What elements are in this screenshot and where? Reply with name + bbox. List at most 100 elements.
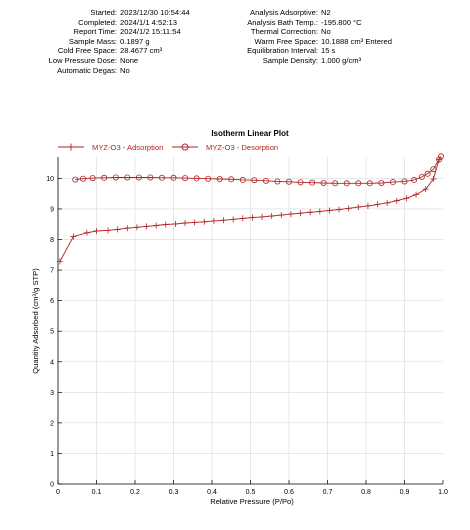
y-tick-label: 4 (50, 359, 54, 366)
y-tick-label: 6 (50, 298, 54, 305)
adsorption-point (172, 220, 179, 227)
grid-lines (58, 157, 443, 484)
desorption-point (251, 177, 258, 184)
adsorption-point (326, 207, 333, 214)
desorption-point (285, 178, 292, 185)
x-tick-label: 0.5 (246, 489, 256, 496)
adsorption-point (153, 222, 160, 229)
x-tick-label: 0.3 (169, 489, 179, 496)
info-label: Low Pressure Dose: (48, 55, 117, 65)
adsorption-point (143, 223, 150, 230)
info-row: Report Time: 2024/1/2 15:11:54 (0, 27, 190, 37)
y-axis-ticks: 0 1 2 3 4 5 6 7 8 9 10 (46, 176, 62, 489)
info-value: 2024/1/1 4:52:13 (120, 17, 178, 27)
desorption-point (366, 180, 373, 187)
adsorption-point (133, 224, 140, 231)
desorption-point (430, 166, 437, 173)
info-value: No (321, 27, 331, 37)
desorption-point (124, 174, 131, 181)
legend-desorption-label: MYZ-O3 - Desorption (206, 143, 278, 152)
desorption-point (89, 175, 96, 182)
desorption-point (158, 174, 165, 181)
info-label: Report Time: (73, 27, 117, 37)
y-tick-label: 3 (50, 390, 54, 397)
info-label: Started: (90, 8, 117, 17)
sample-info-right: Analysis Adsorptive: N2 Analysis Bath Temp… (180, 8, 392, 66)
x-tick-label: 0.6 (284, 489, 294, 496)
adsorption-point (268, 212, 275, 219)
desorption-point (378, 179, 385, 186)
adsorption-point (182, 220, 189, 227)
adsorption-point (70, 233, 77, 240)
y-axis-label: Quantity Adsorbed (cm³/g STP) (31, 268, 40, 374)
x-tick-label: 0.7 (323, 489, 333, 496)
y-tick-label: 1 (50, 451, 54, 458)
info-label: Thermal Correction: (250, 27, 318, 37)
legend-adsorption-label: MYZ-O3 - Adsorption (92, 143, 163, 152)
chart-title: Isotherm Linear Plot (211, 129, 289, 138)
adsorption-point (413, 191, 420, 198)
adsorption-point (297, 210, 304, 217)
info-value: 1.000 g/cm³ (321, 55, 362, 65)
info-label: Sample Mass: (68, 36, 117, 46)
info-value: 2023/12/30 10:54:44 (120, 8, 190, 17)
adsorption-point (249, 214, 256, 221)
desorption-point (101, 174, 108, 181)
desorption-point (436, 156, 443, 163)
info-label: Warm Free Space: (254, 36, 318, 46)
adsorption-point (316, 208, 323, 215)
adsorption-point (384, 199, 391, 206)
x-tick-label: 0.8 (361, 489, 371, 496)
desorption-point (216, 176, 223, 183)
x-tick-label: 0.9 (400, 489, 410, 496)
desorption-point (72, 176, 79, 183)
info-value: 28.4677 cm³ (120, 46, 163, 56)
info-row: Cold Free Space: 28.4677 cm³ (0, 46, 190, 56)
info-row: Thermal Correction: No (180, 27, 392, 37)
y-tick-label: 0 (50, 482, 54, 489)
adsorption-point (364, 202, 371, 209)
desorption-point (297, 179, 304, 186)
y-tick-label: 2 (50, 420, 54, 427)
adsorption-point (278, 212, 285, 219)
desorption-point (418, 173, 425, 180)
adsorption-point (345, 205, 352, 212)
desorption-point (332, 180, 339, 187)
adsorption-point (374, 201, 381, 208)
info-row: Equilibration Interval: 15 s (180, 46, 392, 56)
info-row: Low Pressure Dose: None (0, 56, 190, 66)
desorption-point (309, 179, 316, 186)
x-tick-label: 1.0 (438, 489, 448, 496)
legend: MYZ-O3 - Adsorption MYZ-O3 - Desorption (58, 143, 278, 152)
desorption-point (147, 174, 154, 181)
y-tick-label: 5 (50, 329, 54, 336)
legend-adsorption-marker (67, 143, 75, 151)
info-row: Sample Mass: 0.1897 g (0, 37, 190, 47)
info-row: Analysis Bath Temp.: -195.800 °C (180, 18, 392, 28)
desorption-point (80, 175, 87, 182)
desorption-point (343, 180, 350, 187)
info-label: Automatic Degas: (57, 65, 117, 75)
info-row: Analysis Adsorptive: N2 (180, 8, 392, 18)
adsorption-point (210, 217, 217, 224)
info-label: Completed: (78, 17, 117, 27)
desorption-point (112, 174, 119, 181)
adsorption-point (93, 227, 100, 234)
adsorption-point (56, 258, 63, 265)
info-label: Sample Density: (262, 55, 318, 65)
x-tick-label: 0.1 (92, 489, 102, 496)
adsorption-point (239, 215, 246, 222)
info-label: Cold Free Space: (57, 46, 117, 56)
adsorption-series-line (59, 159, 440, 262)
info-value: N2 (321, 8, 331, 17)
desorption-point (205, 175, 212, 182)
info-value: 15 s (321, 46, 336, 56)
info-value: 0.1897 g (120, 36, 150, 46)
desorption-point (228, 176, 235, 183)
x-axis-ticks: 0 0.1 0.2 0.3 0.4 0.5 0.6 0.7 0.8 0.9 1.0 (56, 480, 448, 496)
info-value: 10.1888 cm³ Entered (321, 36, 392, 46)
adsorption-point (355, 204, 362, 211)
y-tick-label: 9 (50, 206, 54, 213)
desorption-point (262, 177, 269, 184)
